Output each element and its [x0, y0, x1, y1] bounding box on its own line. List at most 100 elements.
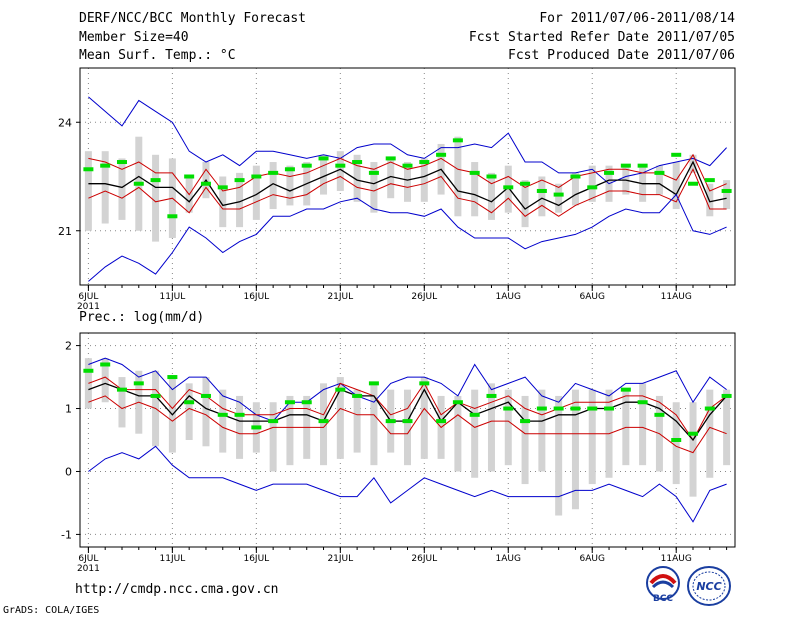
- temp-ensemble-box-1: [101, 151, 109, 224]
- prec-ensemble-box-36: [689, 402, 697, 497]
- temp-ensemble-box-0: [84, 151, 92, 231]
- bcc-logo-text: BCC: [653, 594, 673, 604]
- prec-x-tick-label-4: 26JUL: [411, 554, 437, 564]
- prec-ensemble-box-28: [555, 395, 563, 516]
- prec-observed-mark-15: [335, 387, 346, 392]
- temp-observed-mark-11: [268, 170, 279, 175]
- temp-x-tick-label-0: 6JUL: [78, 292, 98, 302]
- prec-observed-mark-10: [251, 425, 262, 430]
- prec-observed-mark-5: [167, 375, 178, 380]
- prec-ensemble-box-11: [269, 402, 277, 472]
- temp-ensemble-box-27: [538, 176, 546, 217]
- temp-y-tick-label-1: 21: [58, 225, 72, 238]
- temp-series-upper: [88, 153, 727, 196]
- prec-ensemble-box-6: [185, 383, 193, 440]
- prec-x-tick-label-0: 6JUL: [78, 554, 98, 564]
- temp-observed-mark-32: [620, 163, 631, 168]
- fcst-produced-date: Fcst Produced Date 2011/07/06: [508, 48, 735, 63]
- prec-y-tick-label-0: 2: [65, 340, 72, 353]
- prec-observed-mark-29: [570, 406, 581, 411]
- temp-observed-mark-0: [83, 167, 94, 172]
- prec-observed-mark-2: [116, 387, 127, 392]
- temp-observed-mark-3: [133, 181, 144, 186]
- temp-series-max: [88, 96, 727, 185]
- temp-ensemble-box-8: [219, 176, 227, 228]
- prec-observed-mark-1: [100, 362, 111, 367]
- prec-observed-mark-23: [469, 412, 480, 417]
- temp-observed-mark-21: [436, 152, 447, 157]
- temp-observed-mark-7: [200, 181, 211, 186]
- temp-ensemble-box-2: [118, 158, 126, 220]
- temp-x-tick-label-2: 16JUL: [243, 292, 269, 302]
- temp-observed-mark-6: [184, 174, 195, 179]
- prec-observed-mark-0: [83, 368, 94, 373]
- temp-observed-mark-14: [318, 156, 329, 161]
- prec-ensemble-box-30: [588, 389, 596, 485]
- prec-ensemble-box-29: [571, 389, 579, 510]
- prec-panel-title: Prec.: log(mm/d): [79, 310, 205, 325]
- prec-x-tick-label-1: 11JUL: [160, 554, 186, 564]
- prec-x-tick-label-3: 21JUL: [327, 554, 353, 564]
- temp-observed-mark-10: [251, 174, 262, 179]
- temp-ensemble-box-36: [689, 154, 697, 173]
- temp-observed-mark-18: [385, 156, 396, 161]
- temp-x-tick-label-6: 6AUG: [580, 292, 605, 302]
- temp-series-lower: [88, 168, 727, 217]
- prec-observed-mark-30: [587, 406, 598, 411]
- temp-ensemble-box-17: [370, 162, 378, 213]
- temp-observed-mark-36: [688, 181, 699, 186]
- prec-ensemble-box-27: [538, 389, 546, 472]
- temp-observed-mark-17: [368, 170, 379, 175]
- temp-observed-mark-30: [587, 185, 598, 190]
- prec-x-tick-label-2: 16JUL: [243, 554, 269, 564]
- prec-x-tick-label-6: 6AUG: [580, 554, 605, 564]
- prec-observed-mark-20: [419, 381, 430, 386]
- temp-observed-mark-27: [536, 188, 547, 193]
- source-url[interactable]: http://cmdp.ncc.cma.gov.cn: [75, 582, 279, 597]
- prec-ensemble-box-15: [336, 377, 344, 459]
- prec-observed-mark-37: [704, 406, 715, 411]
- temp-observed-mark-31: [604, 170, 615, 175]
- prec-ensemble-box-33: [639, 383, 647, 466]
- temp-observed-mark-24: [486, 174, 497, 179]
- prec-series-lower: [88, 395, 727, 454]
- prec-ensemble-box-19: [404, 389, 411, 466]
- prec-observed-mark-28: [553, 406, 564, 411]
- prec-observed-mark-6: [184, 400, 195, 405]
- temp-observed-mark-9: [234, 178, 245, 183]
- prec-ensemble-box-37: [706, 389, 714, 478]
- fcst-started-date: Fcst Started Refer Date 2011/07/05: [468, 30, 735, 45]
- prec-observed-mark-17: [368, 381, 379, 386]
- temp-x-tick-label-4: 26JUL: [411, 292, 437, 302]
- temp-observed-mark-28: [553, 192, 564, 197]
- prec-ensemble-box-24: [487, 383, 495, 472]
- temp-observed-mark-2: [116, 160, 127, 165]
- prec-year-label: 2011: [77, 564, 100, 574]
- prec-observed-mark-31: [604, 406, 615, 411]
- prec-observed-mark-25: [503, 406, 514, 411]
- prec-x-tick-label-7: 11AUG: [661, 554, 692, 564]
- temp-x-tick-label-5: 1AUG: [496, 292, 521, 302]
- prec-ensemble-box-20: [420, 377, 428, 459]
- temp-ensemble-box-35: [672, 162, 680, 210]
- temp-year-label: 2011: [77, 302, 100, 312]
- prec-ensemble-box-1: [101, 358, 109, 403]
- temp-observed-mark-16: [352, 160, 363, 165]
- temp-observed-mark-25: [503, 185, 514, 190]
- prec-y-tick-label-3: -1: [61, 528, 72, 541]
- prec-observed-mark-4: [150, 393, 161, 398]
- temp-ensemble-box-38: [723, 180, 731, 210]
- prec-observed-mark-21: [436, 419, 447, 424]
- prec-ensemble-box-23: [471, 389, 479, 478]
- prec-observed-mark-36: [688, 431, 699, 436]
- prec-observed-mark-8: [217, 412, 228, 417]
- ncc-logo-text: NCC: [696, 580, 721, 593]
- temp-x-tick-label-1: 11JUL: [160, 292, 186, 302]
- temp-observed-mark-29: [570, 174, 581, 179]
- prec-observed-mark-14: [318, 419, 329, 424]
- temp-ensemble-box-11: [269, 162, 277, 210]
- prec-ensemble-box-9: [236, 395, 244, 459]
- temp-observed-mark-1: [100, 163, 111, 168]
- prec-ensemble-box-38: [723, 389, 731, 466]
- prec-observed-mark-26: [520, 419, 531, 424]
